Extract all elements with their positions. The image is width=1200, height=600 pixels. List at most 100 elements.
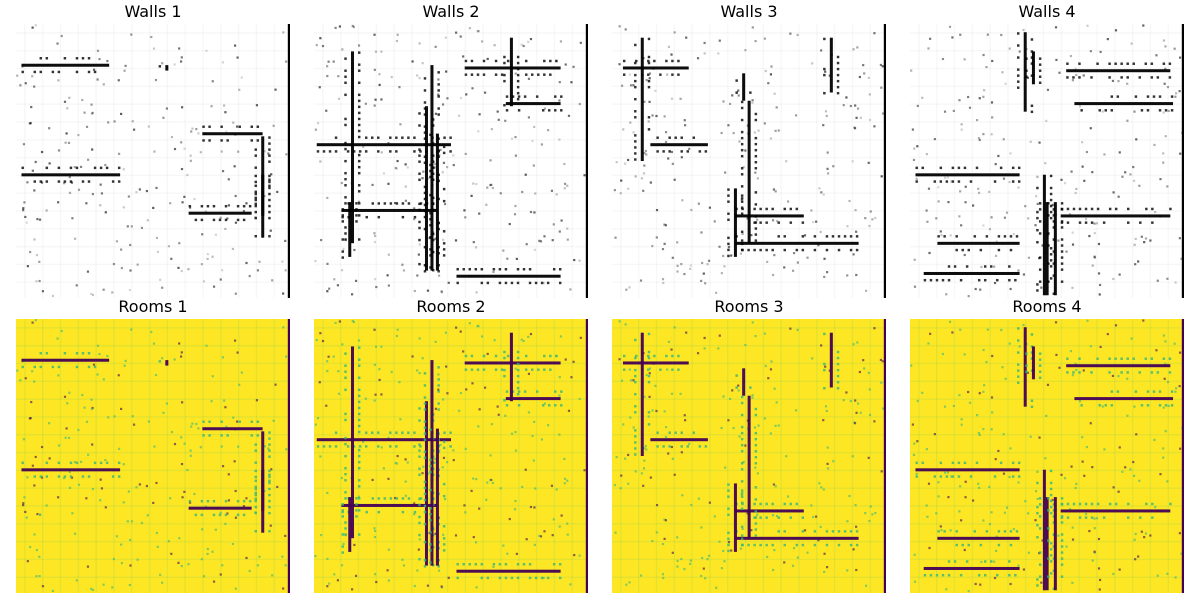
speckle (350, 588, 354, 591)
wall-dot (202, 125, 205, 128)
speckle (57, 201, 60, 204)
speckle (145, 484, 149, 488)
wall-dot (51, 365, 55, 369)
speckle (180, 436, 183, 439)
speckle (664, 140, 668, 144)
speckle (132, 128, 136, 131)
speckle (1175, 387, 1178, 390)
wall-dot (494, 59, 498, 63)
speckle (925, 504, 928, 507)
speckle (51, 589, 55, 593)
speckle (387, 141, 390, 145)
wall-dot (474, 562, 478, 566)
speckle (1069, 349, 1073, 353)
speckle (357, 495, 360, 498)
wall-dot (516, 380, 520, 384)
grid-texture (1025, 319, 1027, 593)
speckle (342, 542, 345, 546)
speckle (664, 519, 667, 522)
wall-dot (740, 492, 744, 495)
speckle (362, 440, 365, 443)
speckle (120, 248, 123, 251)
speckle (845, 96, 848, 99)
speckle (533, 211, 536, 214)
wall-dot (516, 85, 520, 89)
wall-segment (505, 102, 561, 106)
speckle (282, 587, 285, 590)
speckle (651, 244, 654, 248)
speckle (1022, 323, 1025, 327)
speckle (566, 184, 569, 187)
wall-dot (836, 73, 840, 77)
wall-dot (365, 215, 368, 219)
wall-dot (754, 534, 758, 537)
wall-dot (1038, 256, 1042, 259)
speckle (622, 423, 625, 426)
speckle (856, 107, 860, 110)
wall-dot (377, 431, 380, 434)
panel-title-rooms-4: Rooms 4 (1012, 297, 1082, 316)
wall-dot (442, 549, 446, 552)
wall-dot (1036, 216, 1039, 220)
wall-dot (1016, 86, 1020, 89)
speckle (723, 265, 726, 268)
wall-dot (423, 137, 427, 140)
wall-dot (1049, 499, 1053, 503)
wall-dot (759, 207, 762, 211)
speckle (643, 446, 646, 450)
wall-segment (829, 37, 833, 93)
wall-dot (419, 150, 422, 153)
speckle (214, 528, 217, 531)
wall-dot (442, 440, 446, 444)
wall-dot (665, 354, 668, 358)
wall-dot (423, 215, 427, 219)
wall-segment (165, 65, 169, 71)
wall-dot (1016, 339, 1020, 342)
speckle (826, 446, 829, 449)
wall-dot (547, 109, 551, 112)
speckle (543, 402, 547, 405)
speckle (446, 97, 449, 100)
speckle (514, 430, 517, 434)
speckle (663, 223, 666, 226)
grid-texture (446, 24, 449, 298)
grid-texture (314, 505, 588, 507)
wall-dot (1049, 216, 1053, 220)
wall-dot (727, 236, 730, 240)
wall-dot (1038, 232, 1042, 235)
wall-segment (1031, 51, 1035, 85)
wall-dot (344, 184, 347, 187)
wall-dot (1016, 381, 1020, 384)
wall-dot (1049, 511, 1053, 515)
wall-dot (75, 70, 79, 74)
speckle (950, 475, 953, 478)
wall-dot (993, 180, 997, 183)
speckle (434, 45, 437, 48)
grid-texture (429, 24, 431, 298)
wall-dot (442, 537, 446, 540)
speckle (533, 543, 536, 546)
speckle (462, 350, 465, 353)
speckle (543, 235, 546, 238)
speckle (655, 531, 658, 534)
grid-texture (16, 156, 290, 159)
speckle (204, 210, 207, 213)
wall-dot (256, 125, 260, 128)
wall-dot (334, 150, 338, 153)
wall-dot (21, 461, 24, 465)
wall-dot (442, 494, 446, 498)
wall-dot (423, 245, 427, 249)
grid-texture (744, 319, 747, 593)
speckle (382, 467, 386, 470)
speckle (478, 408, 481, 411)
speckle (188, 501, 192, 504)
speckle (524, 468, 527, 471)
speckle (741, 232, 744, 235)
wall-dot (413, 150, 416, 153)
wall-dot (560, 109, 563, 112)
speckle (332, 355, 335, 358)
wall-dot (915, 166, 918, 170)
speckle (38, 555, 41, 558)
speckle (170, 552, 173, 555)
wall-dot (656, 150, 659, 153)
